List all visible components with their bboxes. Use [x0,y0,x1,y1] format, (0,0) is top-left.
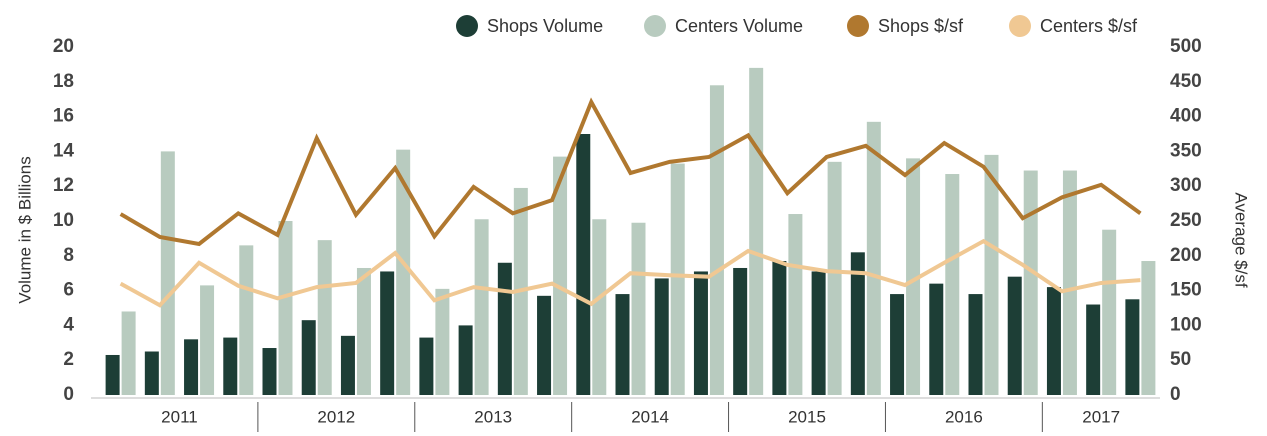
bar [278,221,293,395]
y2-tick-label: 400 [1170,106,1202,127]
y2-tick-label: 450 [1170,71,1202,92]
legend-label: Shops $/sf [878,16,964,36]
bar [772,261,787,395]
y-tick-label: 2 [63,349,74,370]
x-tick-label: 2017 [1082,407,1120,426]
bar [1007,276,1022,395]
y-tick-label: 4 [63,314,74,335]
bar [301,320,316,395]
x-tick-label: 2012 [317,407,355,426]
bar [537,295,552,395]
y-tick-label: 10 [53,210,74,231]
bar [474,219,489,395]
bar [733,267,748,395]
legend-swatch [644,15,666,37]
bar [200,285,215,395]
y2-tick-label: 200 [1170,245,1202,266]
bar [239,245,254,395]
bar [968,294,983,395]
legend-label: Shops Volume [487,16,603,36]
y2-axis-label: Average $/sf [1232,192,1251,287]
x-tick-label: 2014 [631,407,669,426]
bar [906,158,921,395]
bar [1086,304,1101,395]
y-tick-label: 16 [53,106,74,127]
y-axis-label: Volume in $ Billions [15,156,34,303]
bar [788,214,803,395]
bar [121,311,136,395]
bar [1125,299,1140,395]
bar [693,271,708,395]
bar [984,154,999,395]
bar [553,156,568,395]
bar [262,348,277,395]
x-tick-label: 2011 [161,407,198,426]
bar [380,271,395,395]
bar [396,149,411,395]
bar [631,222,646,395]
bar [1102,229,1117,395]
bar [458,325,473,395]
legend-swatch [847,15,869,37]
y2-tick-label: 50 [1170,349,1191,370]
line [119,97,1142,247]
y-tick-label: 0 [63,384,74,405]
bar [850,252,865,395]
legend-swatch [1009,15,1031,37]
x-tick-label: 2016 [945,407,983,426]
y2-tick-label: 0 [1170,384,1181,405]
x-tick-label: 2013 [474,407,512,426]
bar [592,219,607,395]
y-tick-label: 12 [53,175,74,196]
bar [1023,170,1038,395]
y2-tick-label: 250 [1170,210,1202,231]
bar [105,354,120,395]
bar [929,283,944,395]
bar [654,278,669,395]
bar [1141,261,1156,395]
legend-label: Centers Volume [675,16,803,36]
y2-tick-label: 350 [1170,140,1202,161]
bar [945,174,960,395]
bar [811,271,826,395]
bar [749,67,764,395]
y2-tick-label: 500 [1170,36,1202,57]
y-tick-label: 18 [53,71,74,92]
bar [497,262,512,395]
y-tick-label: 6 [63,280,74,301]
bar [340,335,355,395]
legend-swatch [456,15,478,37]
y-tick-label: 14 [53,140,75,161]
bar [615,294,630,395]
legend-label: Centers $/sf [1040,16,1138,36]
bar [1062,170,1077,395]
bar [709,85,724,395]
bar [827,161,842,395]
y2-tick-label: 300 [1170,175,1202,196]
x-tick-label: 2015 [788,407,826,426]
bar [184,339,199,395]
bar [419,337,434,395]
bar [223,337,238,395]
bar [670,163,685,395]
bar [1046,287,1061,395]
y2-tick-label: 150 [1170,280,1202,301]
bar [866,121,881,395]
y-tick-label: 20 [53,36,74,57]
bar [356,267,371,395]
bar [160,151,175,395]
bar [576,134,591,395]
y-tick-label: 8 [63,245,74,266]
y2-tick-label: 100 [1170,314,1202,335]
line [119,238,1141,308]
bar [890,294,905,395]
bar [317,240,332,395]
bar [144,351,159,395]
bar [435,288,450,395]
